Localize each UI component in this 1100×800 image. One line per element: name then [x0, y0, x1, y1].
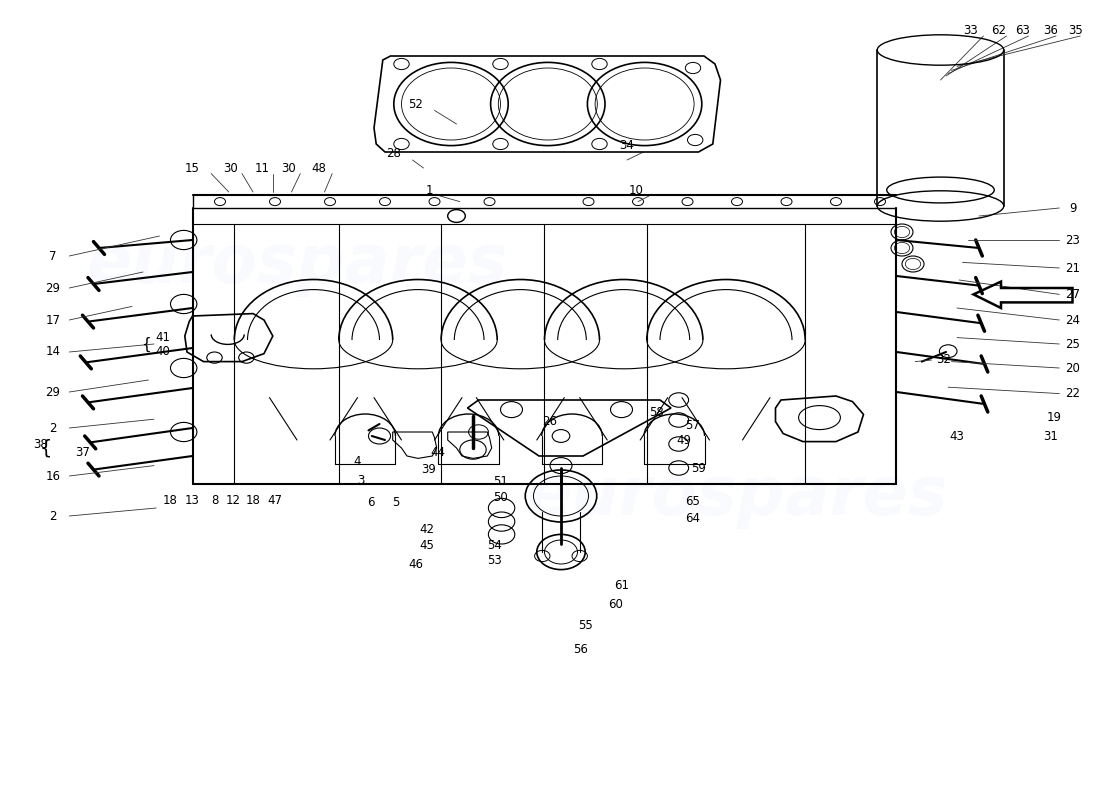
Text: 4: 4 — [354, 455, 361, 468]
Text: 22: 22 — [1065, 387, 1080, 400]
Text: 30: 30 — [223, 162, 239, 174]
Text: 18: 18 — [163, 494, 178, 506]
Text: 15: 15 — [185, 162, 200, 174]
Text: 28: 28 — [386, 147, 402, 160]
Text: 2: 2 — [50, 422, 56, 434]
Text: 48: 48 — [311, 162, 327, 174]
Text: 64: 64 — [685, 512, 701, 525]
Text: 29: 29 — [45, 386, 60, 398]
Text: 29: 29 — [45, 282, 60, 294]
Text: 45: 45 — [419, 539, 435, 552]
Text: 62: 62 — [991, 24, 1006, 37]
Text: 5: 5 — [393, 496, 399, 509]
Text: 35: 35 — [1068, 24, 1084, 37]
Text: 11: 11 — [254, 162, 270, 174]
Text: 41: 41 — [155, 331, 170, 344]
Text: 23: 23 — [1065, 234, 1080, 246]
Text: 8: 8 — [211, 494, 218, 506]
Text: 39: 39 — [421, 463, 437, 476]
Text: 46: 46 — [408, 558, 424, 570]
Text: 20: 20 — [1065, 362, 1080, 374]
Text: 32: 32 — [936, 354, 952, 366]
Text: 34: 34 — [619, 139, 635, 152]
Text: 10: 10 — [628, 184, 643, 197]
Text: 24: 24 — [1065, 314, 1080, 326]
Text: 51: 51 — [493, 475, 508, 488]
Text: 21: 21 — [1065, 262, 1080, 274]
Text: 27: 27 — [1065, 288, 1080, 301]
Text: 54: 54 — [487, 539, 503, 552]
Text: 12: 12 — [226, 494, 241, 506]
Text: 6: 6 — [367, 496, 374, 509]
Text: 55: 55 — [578, 619, 593, 632]
Text: 47: 47 — [267, 494, 283, 506]
Text: 59: 59 — [691, 462, 706, 474]
Text: 16: 16 — [45, 470, 60, 482]
Text: 26: 26 — [542, 415, 558, 428]
Text: 44: 44 — [430, 446, 446, 458]
Text: 3: 3 — [358, 474, 364, 486]
Text: 31: 31 — [1043, 430, 1058, 442]
Text: 19: 19 — [1046, 411, 1062, 424]
Text: 58: 58 — [649, 406, 664, 418]
Text: 37: 37 — [75, 446, 90, 458]
Text: 50: 50 — [493, 491, 508, 504]
Text: 42: 42 — [419, 523, 435, 536]
Text: 33: 33 — [962, 24, 978, 37]
Text: 40: 40 — [155, 346, 170, 358]
Text: 49: 49 — [676, 434, 692, 446]
Text: 53: 53 — [487, 554, 503, 566]
Text: 52: 52 — [408, 98, 424, 110]
Text: eurospares: eurospares — [526, 463, 948, 529]
Text: 25: 25 — [1065, 338, 1080, 350]
Text: 56: 56 — [573, 643, 588, 656]
Text: 57: 57 — [685, 419, 701, 432]
Text: 60: 60 — [608, 598, 624, 610]
Text: 61: 61 — [614, 579, 629, 592]
Text: 14: 14 — [45, 346, 60, 358]
Text: 2: 2 — [50, 510, 56, 522]
Text: 30: 30 — [280, 162, 296, 174]
Text: 36: 36 — [1043, 24, 1058, 37]
Text: eurospares: eurospares — [86, 231, 508, 297]
Text: 65: 65 — [685, 495, 701, 508]
Text: 38: 38 — [33, 438, 48, 450]
Text: 17: 17 — [45, 314, 60, 326]
Text: {: { — [40, 438, 53, 458]
Text: 1: 1 — [426, 184, 432, 197]
Text: 43: 43 — [949, 430, 965, 442]
Text: 9: 9 — [1069, 202, 1076, 214]
Text: 7: 7 — [50, 250, 56, 262]
Text: 63: 63 — [1015, 24, 1031, 37]
Text: 13: 13 — [185, 494, 200, 506]
Text: 18: 18 — [245, 494, 261, 506]
Text: {: { — [142, 336, 151, 352]
